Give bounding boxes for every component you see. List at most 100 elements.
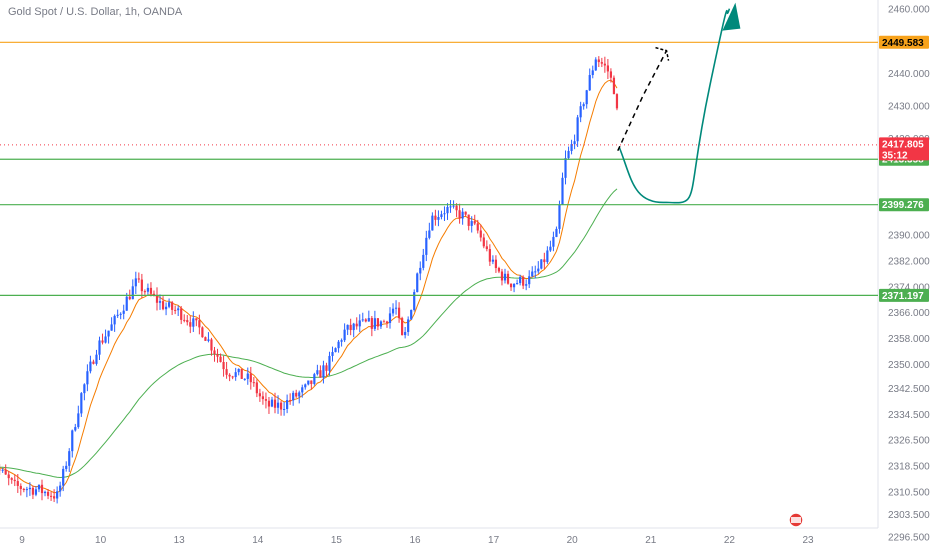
- candle-body: [549, 246, 552, 251]
- candle-body: [198, 320, 201, 328]
- y-tick-label: 2440.000: [888, 69, 930, 80]
- candle-body: [397, 307, 401, 319]
- candle-body: [195, 318, 198, 321]
- candle-body: [567, 150, 570, 159]
- candle-body: [316, 370, 319, 375]
- y-tick-label: 2390.000: [888, 231, 930, 242]
- candle-body: [161, 301, 165, 310]
- chart-title: Gold Spot / U.S. Dollar, 1h, OANDA: [8, 6, 183, 18]
- fast-moving-average-line: [0, 79, 618, 494]
- candle-body: [455, 205, 458, 211]
- candle-body: [452, 205, 455, 207]
- candle-body: [328, 355, 331, 371]
- candle-body: [186, 320, 189, 323]
- candle-body: [252, 382, 255, 384]
- candle-body: [92, 361, 95, 364]
- candle-body: [561, 177, 564, 205]
- candle-body: [113, 315, 116, 325]
- candle-body: [370, 318, 373, 329]
- candle-body: [334, 348, 337, 353]
- candle-body: [56, 491, 59, 499]
- candle-body: [540, 259, 543, 269]
- y-tick-label: 2430.000: [888, 102, 930, 113]
- candle-body: [74, 427, 77, 431]
- candle-body: [180, 308, 183, 320]
- x-tick-label: 17: [488, 535, 500, 546]
- candle-body: [603, 63, 606, 66]
- candle-body: [107, 330, 110, 337]
- candle-body: [503, 273, 507, 281]
- candle-body: [519, 276, 522, 284]
- candle-body: [255, 382, 258, 394]
- candle-body: [59, 485, 62, 492]
- candle-body: [606, 65, 609, 72]
- candle-body: [600, 62, 603, 64]
- candle-body: [391, 308, 395, 314]
- x-tick-label: 10: [95, 535, 107, 546]
- y-tick-label: 2382.000: [888, 256, 930, 267]
- candle-body: [355, 323, 358, 327]
- candle-body: [89, 361, 92, 372]
- candle-body: [461, 211, 464, 219]
- candle-body: [19, 485, 22, 490]
- level-price-badge-text: 2449.583: [882, 38, 924, 49]
- candle-body: [319, 370, 322, 378]
- y-tick-label: 2460.000: [888, 5, 930, 16]
- candle-body: [243, 378, 246, 380]
- projection-curve[interactable]: [618, 8, 731, 204]
- candle-body: [83, 384, 86, 394]
- candle-body: [500, 271, 504, 281]
- candle-body: [358, 320, 361, 327]
- candle-body: [222, 362, 225, 370]
- candle-body: [516, 283, 519, 285]
- candle-body: [207, 339, 210, 341]
- candle-body: [289, 400, 292, 402]
- candle-body: [116, 314, 119, 316]
- candle-body: [379, 321, 383, 327]
- candle-body: [228, 374, 231, 377]
- candle-body: [13, 479, 16, 482]
- candle-body: [491, 259, 494, 262]
- candle-body: [101, 340, 104, 343]
- x-tick-label: 16: [409, 535, 421, 546]
- dashed-arrowhead: [655, 46, 670, 61]
- candle-body: [16, 481, 19, 486]
- candle-body: [122, 310, 125, 314]
- candle-body: [431, 215, 434, 231]
- candle-body: [555, 228, 558, 237]
- candle-body: [525, 284, 528, 286]
- candle-body: [407, 319, 410, 332]
- candle-body: [340, 340, 343, 342]
- candle-body: [25, 489, 28, 491]
- candle-body: [264, 399, 268, 401]
- candle-body: [458, 210, 461, 219]
- candle-body: [467, 214, 470, 226]
- candle-body: [373, 318, 376, 329]
- x-tick-label: 23: [802, 535, 814, 546]
- x-tick-label: 20: [567, 535, 579, 546]
- candle-body: [528, 276, 531, 285]
- candle-body: [558, 204, 561, 229]
- candle-body: [80, 393, 83, 414]
- level-price-badge: [879, 35, 929, 49]
- dashed-path-line[interactable]: [617, 50, 668, 152]
- candle-body: [258, 393, 261, 397]
- candle-body: [104, 336, 107, 343]
- candle-body: [216, 354, 219, 357]
- y-tick-label: 2358.000: [888, 334, 930, 345]
- candle-body: [204, 337, 207, 341]
- candle-body: [77, 413, 80, 428]
- candle-body: [404, 331, 407, 336]
- x-tick-label: 15: [331, 535, 343, 546]
- candle-body: [382, 321, 386, 323]
- candle-body: [488, 249, 491, 262]
- candle-body: [95, 354, 98, 364]
- candle-body: [43, 491, 47, 494]
- candle-body: [276, 402, 280, 408]
- slow-moving-average-line: [0, 188, 618, 479]
- candle-body: [177, 308, 180, 311]
- candle-body: [49, 495, 53, 497]
- candle-body: [422, 254, 425, 268]
